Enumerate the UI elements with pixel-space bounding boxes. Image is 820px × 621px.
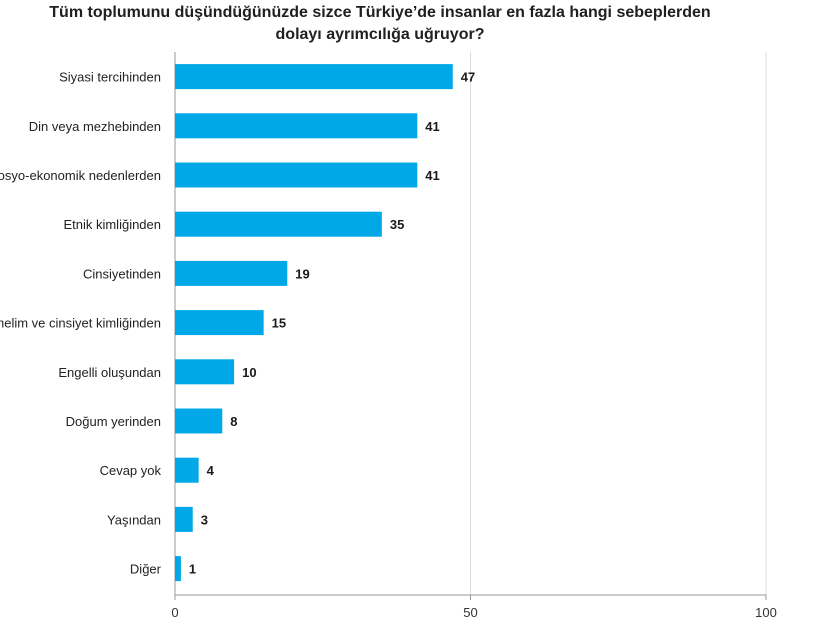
category-label: Cinsiyetinden bbox=[83, 266, 161, 281]
category-label: Etnik kimliğinden bbox=[63, 217, 161, 232]
value-label: 47 bbox=[461, 70, 475, 85]
x-tick-label: 50 bbox=[463, 605, 477, 620]
value-label: 41 bbox=[425, 168, 439, 183]
category-label: Diğer bbox=[130, 562, 162, 577]
bar bbox=[175, 310, 264, 336]
value-label: 1 bbox=[189, 562, 196, 577]
category-label: Engelli oluşundan bbox=[58, 365, 161, 380]
category-label: Cevap yok bbox=[100, 463, 162, 478]
bar bbox=[175, 162, 418, 188]
bar bbox=[175, 260, 288, 286]
value-label: 41 bbox=[425, 119, 439, 134]
bar bbox=[175, 113, 418, 139]
bar bbox=[175, 211, 382, 237]
chart-title-line-2: dolayı ayrımcılığa uğruyor? bbox=[275, 26, 485, 43]
bar-layer bbox=[175, 64, 453, 582]
bar bbox=[175, 506, 193, 532]
axis-layer: 0 50 100 bbox=[171, 594, 777, 620]
category-label: Cinsel yönelim ve cinsiyet kimliğinden bbox=[0, 316, 161, 331]
value-label: 3 bbox=[201, 512, 208, 527]
label-layer: Siyasi tercihinden 47 Din veya mezhebinden… bbox=[0, 70, 475, 577]
bar bbox=[175, 64, 453, 90]
value-label: 8 bbox=[230, 414, 237, 429]
x-tick-label: 100 bbox=[755, 605, 777, 620]
category-label: Din veya mezhebinden bbox=[29, 119, 161, 134]
value-label: 4 bbox=[207, 463, 215, 478]
value-label: 19 bbox=[295, 266, 309, 281]
chart-title-line-1: Tüm toplumunu düşündüğünüzde sizce Türki… bbox=[49, 4, 711, 21]
bar bbox=[175, 556, 181, 582]
x-tick-label: 0 bbox=[171, 605, 178, 620]
category-label: Siyasi tercihinden bbox=[59, 70, 161, 85]
category-label: Sosyo-ekonomik nedenlerden bbox=[0, 168, 161, 183]
value-label: 15 bbox=[272, 316, 286, 331]
chart-title: Tüm toplumunu düşündüğünüzde sizce Türki… bbox=[0, 2, 760, 46]
value-label: 10 bbox=[242, 365, 256, 380]
category-label: Yaşından bbox=[107, 512, 161, 527]
bar bbox=[175, 408, 223, 434]
value-label: 35 bbox=[390, 217, 404, 232]
bar bbox=[175, 359, 235, 385]
category-label: Doğum yerinden bbox=[66, 414, 161, 429]
bar bbox=[175, 457, 199, 483]
